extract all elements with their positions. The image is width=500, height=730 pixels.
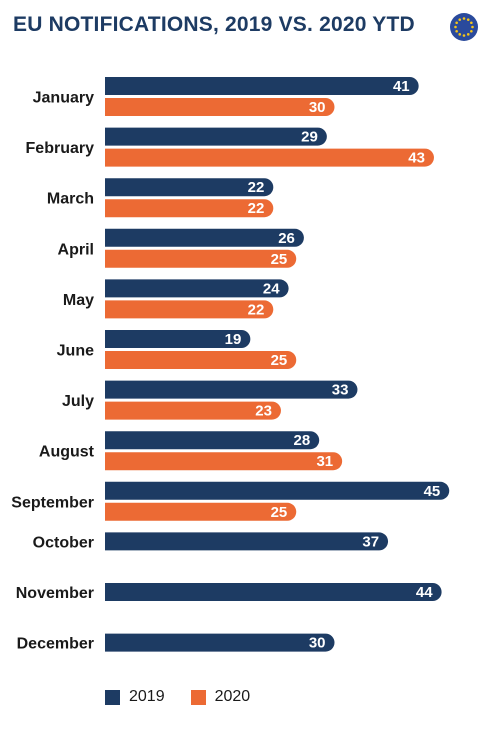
data-label-2019-october: 37 — [362, 533, 379, 550]
data-label-2020-june: 25 — [271, 352, 288, 369]
bar-2020-september — [105, 502, 297, 521]
legend-label-2020: 2020 — [214, 688, 251, 705]
data-label-2019-february: 29 — [301, 129, 318, 146]
category-label-february: February — [26, 140, 95, 157]
data-label-2019-june: 19 — [225, 331, 242, 348]
legend-label-2019: 2019 — [129, 688, 165, 705]
category-label-april: April — [58, 241, 94, 258]
flag-star — [462, 17, 466, 20]
flag-star — [462, 34, 466, 37]
flag-star — [455, 29, 458, 33]
category-label-may: May — [63, 292, 94, 309]
bar-2019-july — [105, 380, 358, 399]
legend-item-2020: 2020 — [190, 688, 251, 706]
data-label-2019-september: 45 — [424, 483, 441, 500]
category-label-march: March — [47, 191, 94, 208]
bar-2019-january — [105, 77, 419, 95]
bar-2020-april — [105, 249, 297, 268]
data-label-2020-august: 31 — [316, 453, 333, 470]
bar-chart: January 41 30 February 29 43 March 22 22 April 26 2… — [11, 77, 450, 653]
bar-2020-february — [105, 148, 434, 167]
category-label-december: December — [17, 636, 94, 653]
data-label-2019-november: 44 — [416, 584, 433, 601]
data-label-2019-august: 28 — [294, 432, 311, 449]
data-label-2020-january: 30 — [309, 99, 326, 116]
category-label-june: June — [57, 343, 94, 360]
eu-flag-icon — [450, 13, 478, 41]
bar-2019-october — [105, 532, 389, 551]
data-label-2020-march: 22 — [248, 200, 265, 217]
bar-2019-february — [105, 127, 327, 146]
data-label-2020-april: 25 — [271, 251, 288, 268]
data-label-2019-april: 26 — [278, 230, 295, 247]
data-label-2019-july: 33 — [332, 382, 349, 399]
data-label-2020-february: 43 — [408, 150, 425, 167]
flag-star — [454, 25, 457, 29]
data-label-2020-may: 22 — [248, 301, 265, 318]
flag-star — [458, 33, 462, 36]
legend: 2019 2020 — [105, 688, 276, 706]
data-label-2020-july: 23 — [255, 403, 272, 420]
legend-swatch-2019 — [105, 689, 120, 705]
legend-swatch-2020 — [190, 689, 206, 705]
bar-2019-december — [105, 633, 335, 652]
data-label-2019-may: 24 — [263, 280, 280, 297]
bar-2019-september — [105, 481, 450, 500]
bar-2019-april — [105, 228, 304, 247]
bar-2020-may — [105, 300, 274, 319]
category-label-january: January — [33, 90, 94, 107]
bar-2019-august — [105, 431, 320, 450]
flag-star — [470, 21, 473, 25]
category-label-august: August — [39, 444, 95, 461]
category-label-september: September — [11, 494, 94, 511]
category-label-october: October — [33, 534, 94, 551]
bar-2020-july — [105, 401, 281, 420]
bar-2019-may — [105, 279, 289, 298]
flag-star — [470, 29, 473, 33]
data-label-2019-march: 22 — [248, 179, 265, 196]
bar-2020-january — [105, 98, 335, 116]
bar-2019-june — [105, 330, 251, 348]
flag-star — [471, 25, 474, 29]
category-label-july: July — [62, 393, 94, 410]
flag-star — [455, 21, 458, 25]
bar-2019-november — [105, 583, 442, 601]
data-label-2019-january: 41 — [393, 78, 410, 95]
bar-2019-march — [105, 178, 274, 197]
bar-2020-march — [105, 199, 274, 218]
chart-title: EU NOTIFICATIONS, 2019 VS. 2020 YTD — [13, 13, 415, 36]
data-label-2020-september: 25 — [271, 504, 288, 521]
bar-2020-june — [105, 351, 297, 369]
bar-2020-august — [105, 452, 343, 471]
data-label-2019-december: 30 — [309, 635, 326, 652]
flag-star — [458, 18, 462, 21]
flag-star — [466, 33, 470, 36]
category-label-november: November — [16, 585, 94, 602]
flag-star — [466, 18, 470, 21]
legend-item-2019: 2019 — [105, 688, 165, 706]
